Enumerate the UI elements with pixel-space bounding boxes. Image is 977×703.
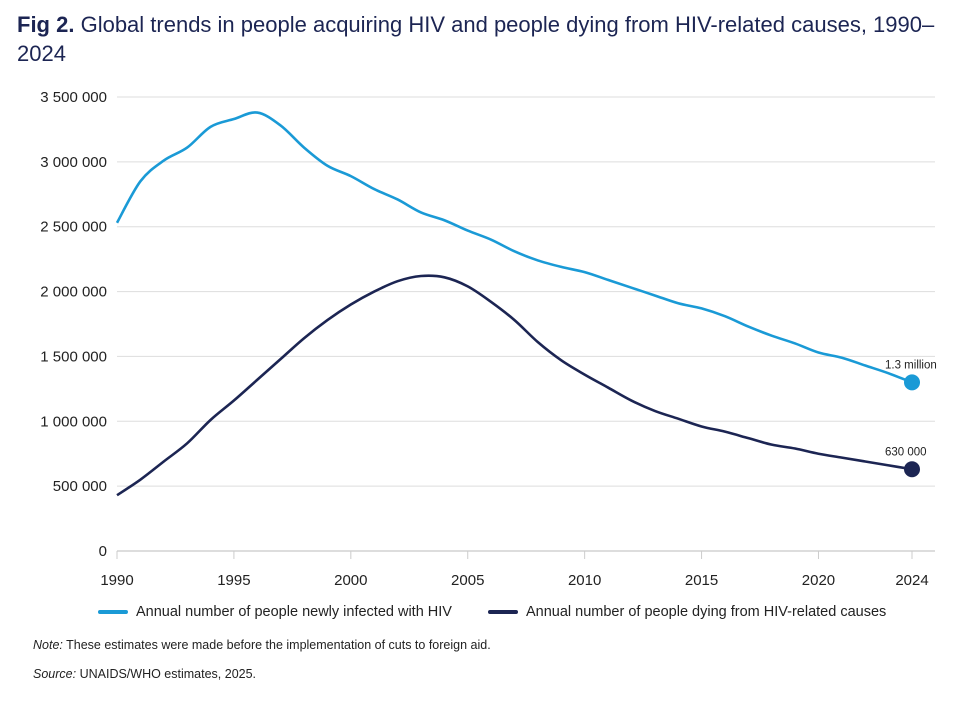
y-tick-label: 3 000 000 bbox=[40, 154, 107, 171]
legend-swatch bbox=[98, 610, 128, 614]
legend-swatch bbox=[487, 610, 518, 614]
chart-title: Fig 2. Global trends in people acquiring… bbox=[17, 10, 967, 68]
y-tick-label: 2 500 000 bbox=[40, 219, 107, 236]
legend: Annual number of people newly infected w… bbox=[98, 604, 886, 620]
line-chart: 0 500 000 1 000 000 1 500 000 2 000 000 2 500… bbox=[40, 89, 937, 589]
x-axis-ticks: 1990 1995 2000 2005 2010 2015 2020 2024 bbox=[100, 551, 929, 589]
y-tick-label: 1 000 000 bbox=[40, 413, 107, 430]
legend-item-deaths: Annual number of people dying from HIV-r… bbox=[487, 604, 887, 620]
end-point-marker bbox=[904, 374, 920, 391]
y-tick-label: 1 500 000 bbox=[40, 348, 107, 365]
figure-number: Fig 2. bbox=[17, 12, 75, 37]
series-line-1 bbox=[116, 274, 913, 497]
x-tick-label: 1990 bbox=[100, 572, 133, 589]
legend-item-infections: Annual number of people newly infected w… bbox=[98, 604, 452, 620]
x-tick-label: 2000 bbox=[334, 572, 367, 589]
legend-label: Annual number of people dying from HIV-r… bbox=[525, 604, 887, 620]
legend-label: Annual number of people newly infected w… bbox=[136, 604, 452, 620]
y-tick-label: 500 000 bbox=[53, 478, 107, 495]
end-value-label: 630 000 bbox=[885, 446, 927, 458]
y-tick-label: 3 500 000 bbox=[40, 89, 107, 106]
series-lines: 1.3 million 630 000 bbox=[115, 111, 937, 497]
y-tick-label: 2 000 000 bbox=[40, 284, 107, 301]
x-tick-label: 2024 bbox=[895, 572, 928, 589]
title-text: Global trends in people acquiring HIV an… bbox=[17, 12, 935, 66]
x-tick-label: 1995 bbox=[217, 572, 250, 589]
end-value-label: 1.3 million bbox=[885, 359, 937, 371]
series-line-0 bbox=[115, 111, 913, 384]
note: Note: These estimates were made before t… bbox=[33, 638, 491, 652]
y-tick-label: 0 bbox=[99, 543, 107, 560]
source: Source: UNAIDS/WHO estimates, 2025. bbox=[33, 667, 257, 681]
end-point-marker bbox=[904, 461, 920, 478]
x-tick-label: 2005 bbox=[451, 572, 484, 589]
y-axis-ticks: 0 500 000 1 000 000 1 500 000 2 000 000 2 500… bbox=[40, 89, 107, 560]
gridlines bbox=[117, 96, 935, 552]
x-tick-label: 2015 bbox=[685, 572, 718, 589]
x-tick-label: 2010 bbox=[568, 572, 601, 589]
x-tick-label: 2020 bbox=[802, 572, 835, 589]
